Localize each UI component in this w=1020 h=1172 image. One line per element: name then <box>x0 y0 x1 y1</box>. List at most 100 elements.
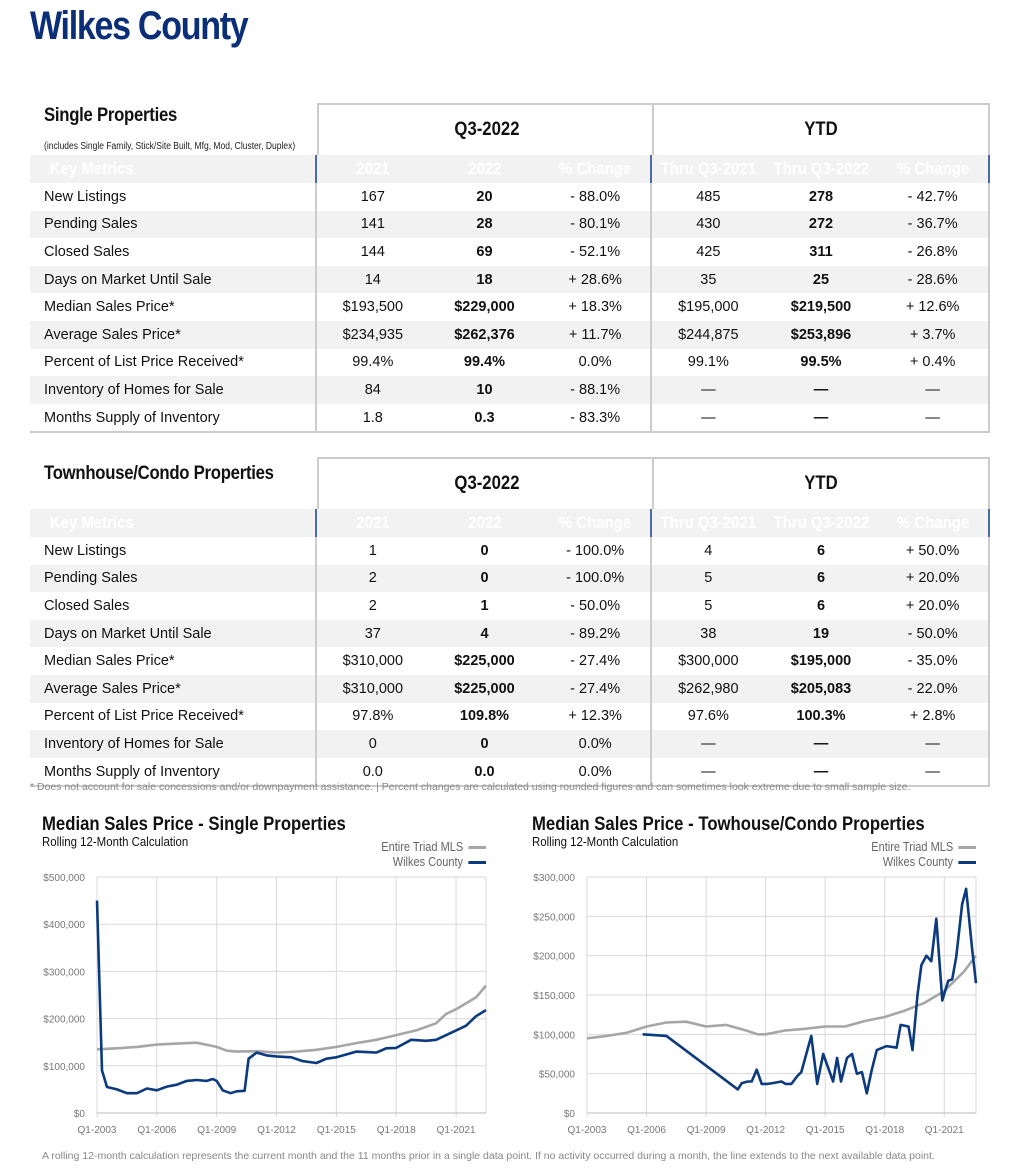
cell-value: - 52.1% <box>540 238 652 266</box>
cell-value: 485 <box>696 188 721 205</box>
cell-value: 109.8% <box>459 708 510 725</box>
series-line-triad <box>96 984 487 1054</box>
cell-value: 0.0 <box>474 763 495 780</box>
table-row: Months Supply of Inventory 0.0 0.0 0.0% — — — <box>30 757 990 786</box>
cell-value: $195,000 <box>678 299 739 316</box>
footnote: * Does not account for sale concessions … <box>30 781 911 793</box>
cell-value: 278 <box>808 188 834 205</box>
cell-value: — <box>877 757 990 786</box>
metric-label: Days on Market Until Sale <box>30 619 317 648</box>
chart-subtitle: Rolling 12-Month Calculation <box>42 834 189 849</box>
cell-value: $310,000 <box>342 680 404 697</box>
cell-value: 100.3% <box>796 708 846 725</box>
cell-value: - 27.4% <box>540 674 652 703</box>
cell-value: — <box>813 409 829 426</box>
table-header-row: Key Metrics 2021 2022 % Change Thru Q3-2021 T… <box>30 155 990 183</box>
cell-value: 4 <box>480 625 489 642</box>
cell-value: + 12.3% <box>540 702 652 731</box>
column-header: 2021 <box>356 513 390 532</box>
cell-value: 425 <box>696 243 721 260</box>
cell-value: + 20.0% <box>877 592 990 620</box>
cell-value: $234,935 <box>342 326 404 343</box>
cell-value: + 3.7% <box>877 320 990 349</box>
y-tick-label: $200,000 <box>533 952 575 963</box>
cell-value: $225,000 <box>454 680 515 697</box>
table-row: Closed Sales 2 1 - 50.0% 5 6 + 20.0% <box>30 592 990 620</box>
bottom-note: A rolling 12-month calculation represent… <box>42 1150 935 1162</box>
column-header: % Change <box>877 155 990 183</box>
y-tick-label: $0 <box>564 1109 576 1120</box>
legend-swatch <box>468 845 486 849</box>
metric-label: Inventory of Homes for Sale <box>30 376 317 404</box>
cell-value: 18 <box>476 271 493 288</box>
chart-condo-median-price: Median Sales Price - Towhouse/Condo Prop… <box>520 812 990 1142</box>
table-header-row: Key Metrics 2021 2022 % Change Thru Q3-2021 T… <box>30 509 990 537</box>
cell-value: 69 <box>476 243 493 260</box>
cell-value: 5 <box>704 597 713 614</box>
x-tick-label: Q1-2009 <box>687 1125 726 1136</box>
y-tick-label: $50,000 <box>539 1070 576 1081</box>
cell-value: — <box>877 376 990 404</box>
metric-label: Median Sales Price* <box>30 647 317 675</box>
x-tick-label: Q1-2015 <box>806 1125 845 1136</box>
cell-value: - 88.0% <box>540 183 652 211</box>
column-header: Thru Q3-2021 <box>660 159 757 178</box>
cell-value: 5 <box>704 570 713 587</box>
cell-value: - 35.0% <box>877 647 990 675</box>
legend-wilkes: Wilkes County <box>393 855 486 869</box>
cell-value: + 12.6% <box>877 293 990 321</box>
cell-value: 0 <box>480 542 489 559</box>
cell-value: 2 <box>368 570 377 587</box>
column-header: 2022 <box>467 513 502 532</box>
legend-swatch <box>958 845 976 849</box>
cell-value: 4 <box>704 542 713 559</box>
metric-label: Closed Sales <box>30 592 317 620</box>
metric-label: Percent of List Price Received* <box>30 702 317 731</box>
y-tick-label: $0 <box>74 1109 86 1120</box>
x-tick-label: Q1-2012 <box>257 1125 296 1136</box>
legend-swatch <box>468 860 486 864</box>
cell-value: 97.8% <box>352 708 394 725</box>
y-tick-label: $200,000 <box>43 1015 85 1026</box>
metric-label: Pending Sales <box>30 210 317 239</box>
cell-value: $262,376 <box>454 326 515 343</box>
chart-subtitle: Rolling 12-Month Calculation <box>532 834 679 849</box>
cell-value: 0 <box>480 570 489 587</box>
cell-value: — <box>877 730 990 758</box>
column-header: 2021 <box>356 159 390 178</box>
cell-value: 0.0% <box>540 757 652 786</box>
section-title: Single Properties <box>44 105 178 126</box>
cell-value: 0 <box>368 735 377 752</box>
cell-value: 14 <box>364 271 381 288</box>
cell-value: 2 <box>368 597 377 614</box>
cell-value: - 80.1% <box>540 210 652 239</box>
x-tick-label: Q1-2003 <box>568 1125 607 1136</box>
cell-value: - 83.3% <box>540 403 652 432</box>
metric-label: New Listings <box>30 183 317 211</box>
chart-plot: $0 $100,000 $200,000 $300,000 $400,000 $500,0… <box>43 873 487 1136</box>
cell-value: 0.0% <box>540 730 652 758</box>
metric-label: Average Sales Price* <box>30 674 317 703</box>
y-tick-label: $300,000 <box>43 967 85 978</box>
cell-value: 6 <box>816 597 826 614</box>
cell-value: - 100.0% <box>540 537 652 565</box>
metric-label: New Listings <box>30 537 317 565</box>
cell-value: 1 <box>368 542 377 559</box>
cell-value: 0.3 <box>474 409 495 426</box>
metric-label: Days on Market Until Sale <box>30 265 317 294</box>
cell-value: 272 <box>808 216 834 233</box>
table-row: Inventory of Homes for Sale 0 0 0.0% — — — <box>30 730 990 758</box>
x-tick-label: Q1-2015 <box>317 1125 356 1136</box>
x-tick-label: Q1-2021 <box>437 1125 476 1136</box>
section-title: Townhouse/Condo Properties <box>44 463 274 484</box>
cell-value: 99.4% <box>352 354 394 371</box>
cell-value: - 89.2% <box>540 619 652 648</box>
cell-value: 6 <box>816 570 826 587</box>
legend-triad: Entire Triad MLS <box>381 840 486 854</box>
cell-value: 38 <box>700 625 717 642</box>
table-row: Median Sales Price* $310,000 $225,000 - 27.… <box>30 647 990 675</box>
x-tick-label: Q1-2021 <box>925 1125 964 1136</box>
table-row: Pending Sales 2 0 - 100.0% 5 6 + 20.0% <box>30 564 990 593</box>
series-line-triad <box>586 954 978 1040</box>
cell-value: 6 <box>816 542 826 559</box>
